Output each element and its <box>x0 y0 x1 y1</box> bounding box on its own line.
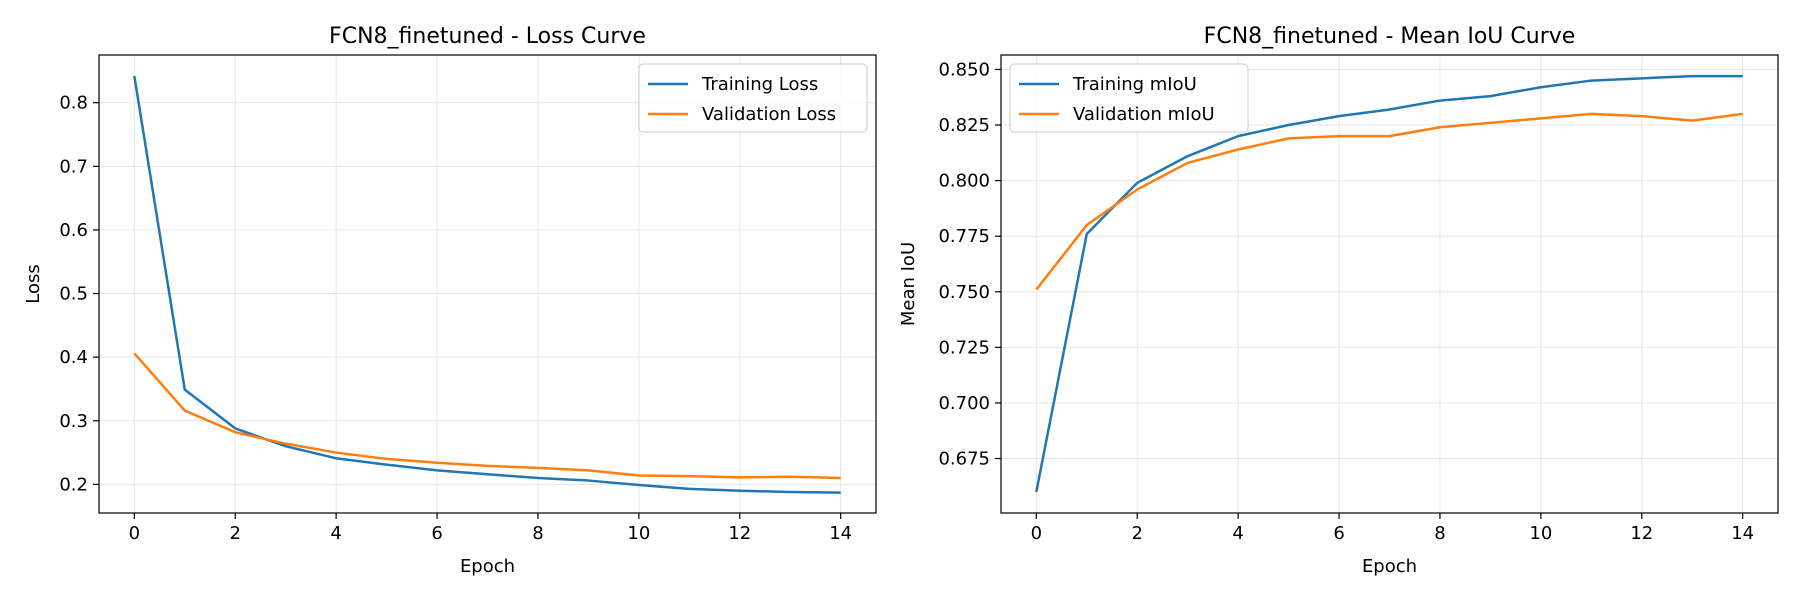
y-tick-label: 0.750 <box>938 282 990 303</box>
chart-title: FCN8_finetuned - Loss Curve <box>329 24 646 49</box>
series-line-training <box>133 75 841 494</box>
y-tick-label: 0.675 <box>938 449 990 470</box>
legend-label: Validation Loss <box>702 104 836 125</box>
plot-frame <box>1000 54 1779 514</box>
x-tick-label: 10 <box>1529 523 1552 544</box>
y-tick-label: 0.8 <box>59 93 88 114</box>
legend: Training Loss Validation Loss <box>638 63 868 133</box>
y-axis-label: Mean IoU <box>898 242 919 326</box>
y-tick-label: 0.2 <box>59 474 88 495</box>
y-tick-label: 0.725 <box>938 337 990 358</box>
x-tick-label: 12 <box>728 523 751 544</box>
x-tick-label: 14 <box>1731 523 1754 544</box>
miou-chart: 0 2 4 6 8 10 12 14 0.675 0.700 0.725 0.750 0.775 0.80… <box>898 24 1779 577</box>
y-axis-label: Loss <box>23 264 44 303</box>
legend-label: Training mIoU <box>1072 74 1197 95</box>
x-tick-label: 6 <box>431 523 442 544</box>
legend-box <box>638 63 868 133</box>
x-tick-label: 0 <box>129 523 140 544</box>
x-tick-label: 2 <box>230 523 241 544</box>
x-tick-label: 12 <box>1630 523 1653 544</box>
y-tick-label: 0.775 <box>938 226 990 247</box>
y-tick-label: 0.7 <box>59 156 88 177</box>
x-tick-label: 8 <box>532 523 543 544</box>
y-tick-label: 0.850 <box>938 59 990 80</box>
y-tick-label: 0.700 <box>938 393 990 414</box>
y-tick-label: 0.5 <box>59 284 88 305</box>
legend: Training mIoU Validation mIoU <box>1009 63 1249 133</box>
loss-chart: 0 2 4 6 8 10 12 14 0.2 0.3 0.4 0.5 0.6 0.7 0.8 FCN8_fin… <box>23 24 877 577</box>
y-tick-label: 0.800 <box>938 171 990 192</box>
series-line-validation <box>1035 112 1743 291</box>
y-tick-label: 0.3 <box>59 411 88 432</box>
series-line-validation <box>133 352 841 480</box>
y-tick-label: 0.4 <box>59 347 88 368</box>
series-line-training <box>1035 74 1743 493</box>
x-tick-label: 2 <box>1132 523 1143 544</box>
x-tick-label: 6 <box>1333 523 1344 544</box>
x-tick-label: 4 <box>330 523 341 544</box>
chart-title: FCN8_finetuned - Mean IoU Curve <box>1204 24 1576 49</box>
x-axis-label: Epoch <box>1362 556 1417 577</box>
legend-label: Validation mIoU <box>1073 104 1215 125</box>
legend-label: Training Loss <box>701 74 818 95</box>
x-tick-label: 14 <box>829 523 852 544</box>
x-tick-label: 0 <box>1031 523 1042 544</box>
plot-frame <box>98 54 877 514</box>
x-axis-label: Epoch <box>460 556 515 577</box>
x-tick-label: 4 <box>1232 523 1243 544</box>
legend-box <box>1009 63 1249 133</box>
y-tick-label: 0.6 <box>59 220 88 241</box>
x-tick-label: 8 <box>1434 523 1445 544</box>
y-tick-label: 0.825 <box>938 115 990 136</box>
x-tick-label: 10 <box>627 523 650 544</box>
